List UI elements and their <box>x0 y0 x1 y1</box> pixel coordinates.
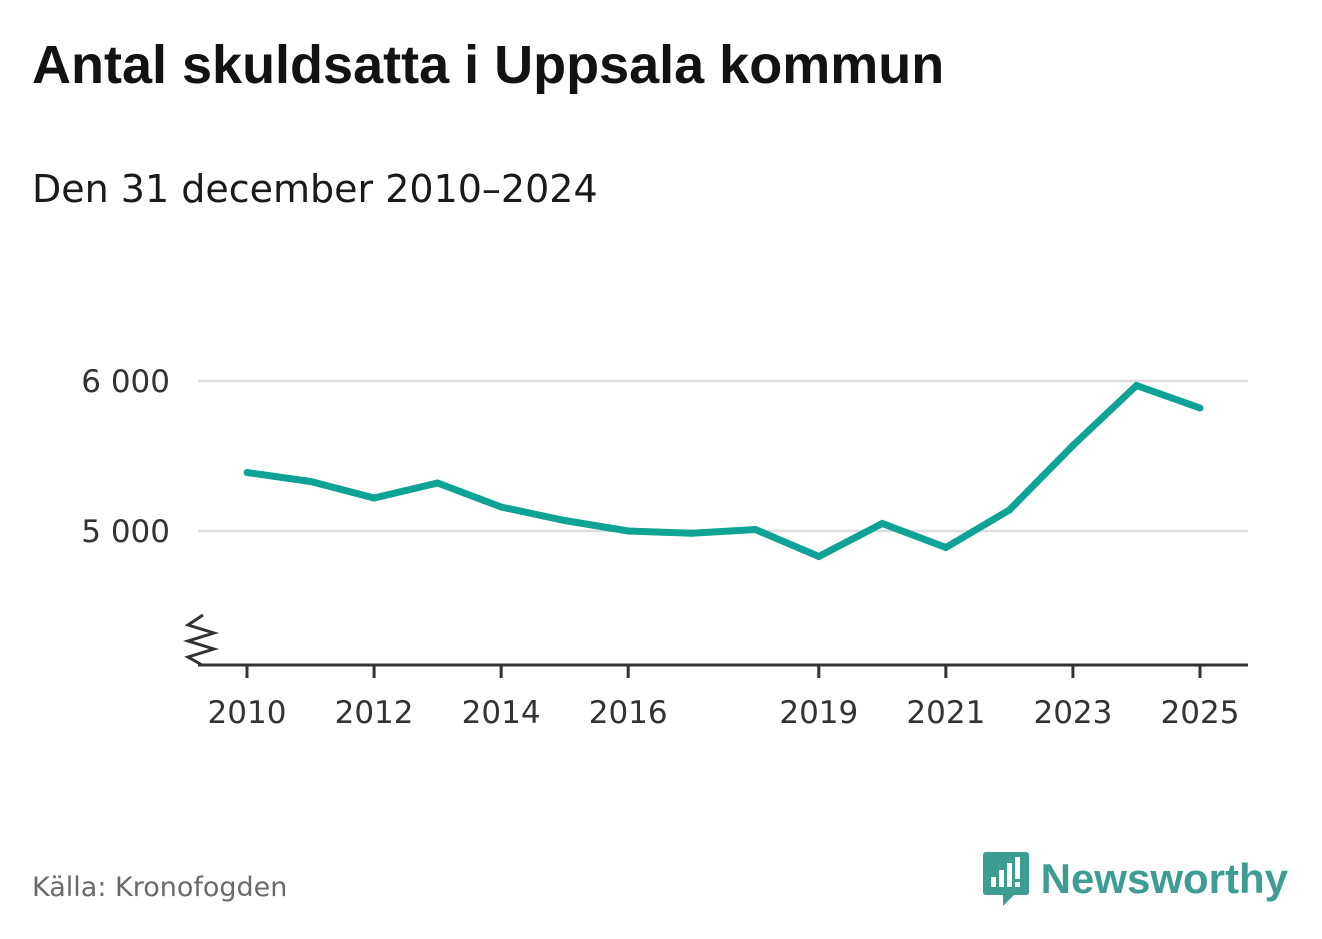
data-point-2020 <box>878 520 886 527</box>
data-point-2021 <box>942 544 950 551</box>
brand-name: Newsworthy <box>1040 855 1288 902</box>
y-tick-label: 5 000 <box>81 514 170 550</box>
series-line-0 <box>246 381 1202 561</box>
data-point-2025 <box>1196 404 1204 412</box>
x-tick-label: 2012 <box>335 695 414 731</box>
data-point-2022 <box>1005 506 1013 514</box>
chart-title: Antal skuldsatta i Uppsala kommun <box>32 35 945 95</box>
x-ticks: 2010 2012 2014 2016 2019 2021 2023 2025 <box>208 665 1240 731</box>
data-point-2018 <box>751 526 759 533</box>
data-point-2019 <box>815 553 823 560</box>
series-layer <box>243 381 1204 561</box>
x-tick-label: 2023 <box>1033 695 1112 731</box>
brand-logo: Newsworthy <box>981 848 1288 910</box>
y-tick-label: 6 000 <box>81 364 170 400</box>
x-tick-label: 2016 <box>589 695 668 731</box>
data-point-2014 <box>497 503 505 511</box>
chart-subtitle: Den 31 december 2010–2024 <box>32 167 598 211</box>
data-point-2012 <box>370 494 378 502</box>
data-point-2013 <box>434 479 442 487</box>
x-tick-label: 2025 <box>1161 695 1240 731</box>
source-note: Källa: Kronofogden <box>32 872 288 903</box>
x-tick-label: 2021 <box>906 695 985 731</box>
newsworthy-bar-chart-bubble-icon <box>982 852 1029 906</box>
data-point-2017 <box>688 529 696 537</box>
data-point-2015 <box>561 517 569 524</box>
data-point-2024 <box>1132 382 1140 389</box>
x-tick-label: 2010 <box>208 695 287 731</box>
data-point-2016 <box>624 527 632 535</box>
x-tick-label: 2019 <box>779 695 858 731</box>
data-point-2023 <box>1069 442 1077 449</box>
zigzag-axis-break-icon <box>182 613 220 667</box>
grid-lines <box>198 379 1248 533</box>
axes <box>182 613 1248 667</box>
data-point-2010 <box>243 469 251 476</box>
y-tick-labels: 5 000 6 000 <box>81 364 170 550</box>
x-tick-label: 2014 <box>462 695 541 731</box>
data-point-2011 <box>307 478 315 485</box>
